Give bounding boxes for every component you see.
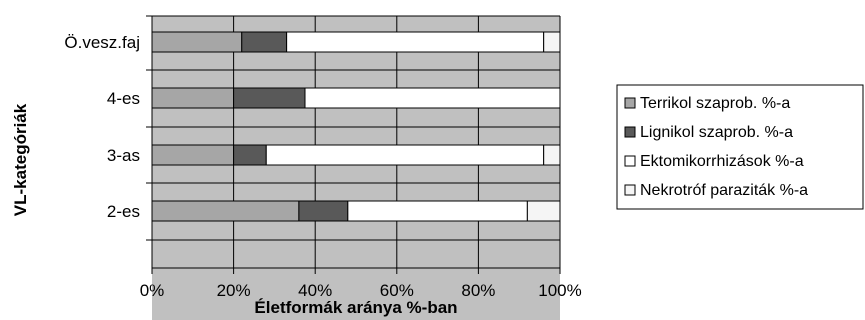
bars: [151, 31, 561, 222]
legend-label: Terrikol szaprob. %-a: [640, 95, 790, 112]
bar-segment-2-4: [298, 200, 349, 222]
legend-items: Terrikol szaprob. %-a Lignikol szaprob. %…: [624, 95, 808, 199]
y-axis-title: VL-kategóriák: [11, 103, 30, 216]
bar-segment-4-4: [526, 200, 561, 222]
bar-segment-1-1: [151, 31, 243, 53]
x-tick-label: 100%: [538, 281, 581, 300]
bar-segment-3-2: [304, 87, 561, 109]
grid-lines: [152, 15, 561, 268]
bar-segment-2-1: [241, 31, 288, 53]
x-tick-labels: 0% 20% 40% 60% 80% 100%: [140, 281, 582, 300]
x-tick-label: 80%: [461, 281, 495, 300]
bar-segment-3-3: [265, 144, 545, 166]
y-tick-label: Ö.vesz.faj: [64, 33, 140, 52]
legend-swatch: [624, 184, 636, 196]
y-tick-label: 2-es: [107, 202, 140, 221]
x-tick-label: 60%: [380, 281, 414, 300]
legend: Terrikol szaprob. %-a Lignikol szaprob. %…: [616, 84, 864, 210]
bar-segment-4-3: [543, 144, 561, 166]
bar-segment-4-1: [543, 31, 561, 53]
legend-box: [616, 84, 864, 210]
y-tick-label: 3-as: [107, 146, 140, 165]
x-tick-label: 20%: [217, 281, 251, 300]
bar-segment-3-4: [347, 200, 528, 222]
bar-segment-1-4: [151, 200, 300, 222]
y-tick-label: 4-es: [107, 89, 140, 108]
legend-label: Nekrotróf paraziták %-a: [640, 182, 808, 199]
legend-swatch: [624, 126, 636, 138]
bar-segment-3-1: [286, 31, 545, 53]
bar-segment-2-2: [233, 87, 306, 109]
x-axis-title: Életformák aránya %-ban: [254, 298, 457, 317]
bar-segment-1-3: [151, 144, 235, 166]
legend-label: Ektomikorrhizások %-a: [640, 153, 804, 170]
legend-label: Lignikol szaprob. %-a: [640, 124, 793, 141]
legend-swatch: [624, 155, 636, 167]
x-tick-label: 40%: [298, 281, 332, 300]
axes: [146, 15, 561, 274]
x-tick-label: 0%: [140, 281, 165, 300]
plot-area: [152, 16, 560, 320]
legend-swatch: [624, 97, 636, 109]
bar-segment-1-2: [151, 87, 235, 109]
y-tick-labels: Ö.vesz.faj 4-es 3-as 2-es: [64, 33, 140, 221]
bar-segment-2-3: [233, 144, 267, 166]
